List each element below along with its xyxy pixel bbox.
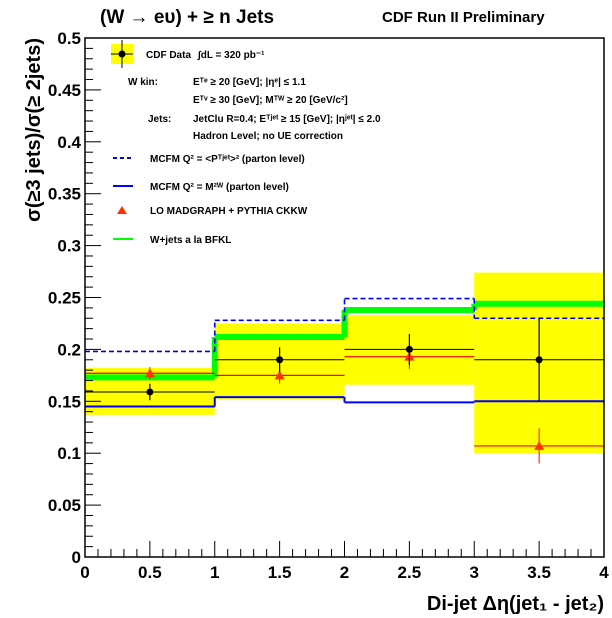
x-tick-label: 1.5 bbox=[268, 563, 292, 582]
y-tick-label: 0.1 bbox=[57, 444, 81, 463]
x-tick-label: 0.5 bbox=[138, 563, 162, 582]
y-tick-label: 0.05 bbox=[48, 496, 81, 515]
legend-lumi: ∫dL = 320 pb⁻¹ bbox=[197, 50, 265, 61]
title-right: CDF Run II Preliminary bbox=[382, 9, 545, 26]
x-tick-label: 1 bbox=[210, 563, 219, 582]
y-tick-label: 0.25 bbox=[48, 289, 81, 308]
legend-wkin-line1: Eᵀᵉ ≥ 20 [GeV]; |ηᵉ| ≤ 1.1 bbox=[193, 77, 306, 88]
madgraph-marker-2 bbox=[274, 370, 285, 380]
legend-mcfm-pt-label: MCFM Q² = <Pᵀʲᵉᵗ>² (parton level) bbox=[150, 154, 305, 165]
title-left: (W → eυ) + ≥ n Jets bbox=[100, 7, 274, 28]
x-axis-title: Di-jet Δη(jet₁ - jet₂) bbox=[427, 593, 604, 615]
x-tick-label: 3 bbox=[470, 563, 479, 582]
x-tick-label: 4 bbox=[599, 563, 609, 582]
legend-wkin-line2: Eᵀᵛ ≥ 30 [GeV]; Mᵀᵂ ≥ 20 [GeV/c²] bbox=[193, 95, 348, 106]
data-point-1 bbox=[146, 388, 154, 396]
x-tick-label: 2 bbox=[340, 563, 349, 582]
legend-data-label: CDF Data bbox=[146, 50, 191, 61]
y-tick-label: 0.15 bbox=[48, 392, 81, 411]
data-point-3 bbox=[405, 345, 413, 353]
legend-jets-line2: Hadron Level; no UE correction bbox=[193, 131, 343, 142]
y-tick-label: 0.3 bbox=[57, 237, 81, 256]
legend: CDF Data ∫dL = 320 pb⁻¹ W kin: Eᵀᵉ ≥ 20 … bbox=[111, 40, 381, 246]
madgraph-marker-4 bbox=[534, 440, 545, 450]
legend-jets-label: Jets: bbox=[148, 114, 171, 125]
x-tick-label: 3.5 bbox=[527, 563, 551, 582]
x-tick-label: 0 bbox=[80, 563, 89, 582]
legend-madgraph-marker bbox=[117, 206, 127, 214]
legend-jets-line1: JetClu R=0.4; Eᵀʲᵉᵗ ≥ 15 [GeV]; |ηʲᵉᵗ| ≤… bbox=[193, 114, 381, 125]
legend-data-marker bbox=[118, 50, 126, 58]
data-point-4 bbox=[535, 356, 543, 364]
madgraph-marker-1 bbox=[144, 368, 155, 378]
legend-wkin-label: W kin: bbox=[128, 77, 158, 88]
y-tick-label: 0.4 bbox=[57, 133, 81, 152]
y-tick-label: 0.5 bbox=[57, 29, 81, 48]
y-tick-label: 0.35 bbox=[48, 185, 81, 204]
data-point-2 bbox=[276, 356, 284, 364]
plot-area bbox=[85, 272, 604, 464]
y-axis-title: σ(≥3 jets)/σ(≥ 2jets) bbox=[23, 38, 45, 222]
axes: 0 0.5 1 1.5 2 2.5 3 3.5 4 0 0.05 0.1 0.15 0.2 0.25 0.3 0… bbox=[48, 29, 609, 582]
y-tick-label: 0.45 bbox=[48, 81, 81, 100]
x-tick-label: 2.5 bbox=[398, 563, 422, 582]
y-tick-label: 0 bbox=[72, 548, 81, 567]
legend-bfkl-label: W+jets a la BFKL bbox=[150, 235, 231, 246]
legend-mcfm-mw-label: MCFM Q² = M²ᵂ (parton level) bbox=[150, 182, 289, 193]
legend-madgraph-label: LO MADGRAPH + PYTHIA CKKW bbox=[150, 206, 308, 217]
y-tick-label: 0.2 bbox=[57, 340, 81, 359]
